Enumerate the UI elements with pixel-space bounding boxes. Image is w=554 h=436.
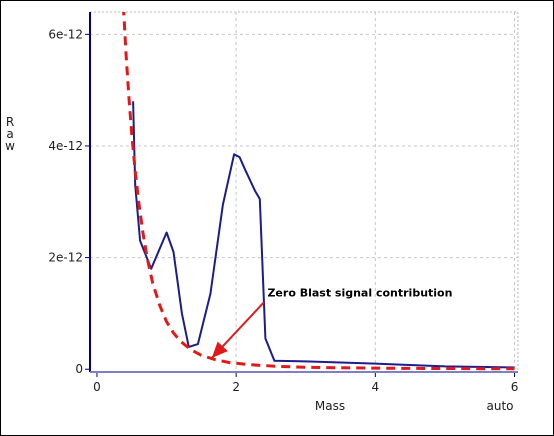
x-axis-label: Mass (315, 399, 345, 413)
series-line-dashed (122, 12, 515, 371)
y-axis-label: Raw (5, 115, 15, 153)
annotation-label: Zero Blast signal contribution (267, 286, 452, 299)
annotation-layer: Zero Blast signal contribution (211, 286, 452, 359)
plot-area (89, 11, 519, 373)
y-tick-label: 4e-12 (48, 139, 83, 153)
annotation-arrow-head (211, 341, 228, 359)
grid (90, 12, 518, 372)
x-tick-label: 2 (232, 380, 240, 394)
y-tick-label: 0 (75, 362, 83, 376)
y-axis-label-char: a (6, 127, 13, 141)
series-layer (122, 12, 515, 371)
y-tick-label: 2e-12 (48, 251, 83, 265)
scale-mode-label[interactable]: auto (486, 399, 513, 413)
axes: 0 2 4 6 0 2e-12 4e-12 6e-12 (48, 12, 518, 394)
y-axis-label-char: w (5, 139, 15, 153)
x-tick-label: 4 (372, 380, 380, 394)
series-line-solid (132, 101, 515, 369)
y-axis-label-char: R (6, 115, 14, 129)
x-tick-label: 6 (511, 380, 519, 394)
y-tick-label: 6e-12 (48, 27, 83, 41)
x-tick-label: 0 (93, 380, 101, 394)
